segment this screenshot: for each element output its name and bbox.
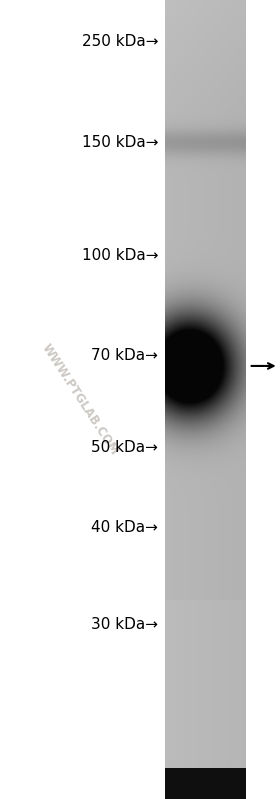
Text: 100 kDa→: 100 kDa→ (82, 248, 158, 263)
Text: 50 kDa→: 50 kDa→ (91, 440, 158, 455)
Text: 250 kDa→: 250 kDa→ (82, 34, 158, 49)
Text: 30 kDa→: 30 kDa→ (91, 618, 158, 632)
Text: 150 kDa→: 150 kDa→ (82, 135, 158, 149)
Text: 40 kDa→: 40 kDa→ (91, 520, 158, 535)
Text: 70 kDa→: 70 kDa→ (91, 348, 158, 363)
Text: WWW.PTGLAB.COM: WWW.PTGLAB.COM (39, 341, 121, 458)
